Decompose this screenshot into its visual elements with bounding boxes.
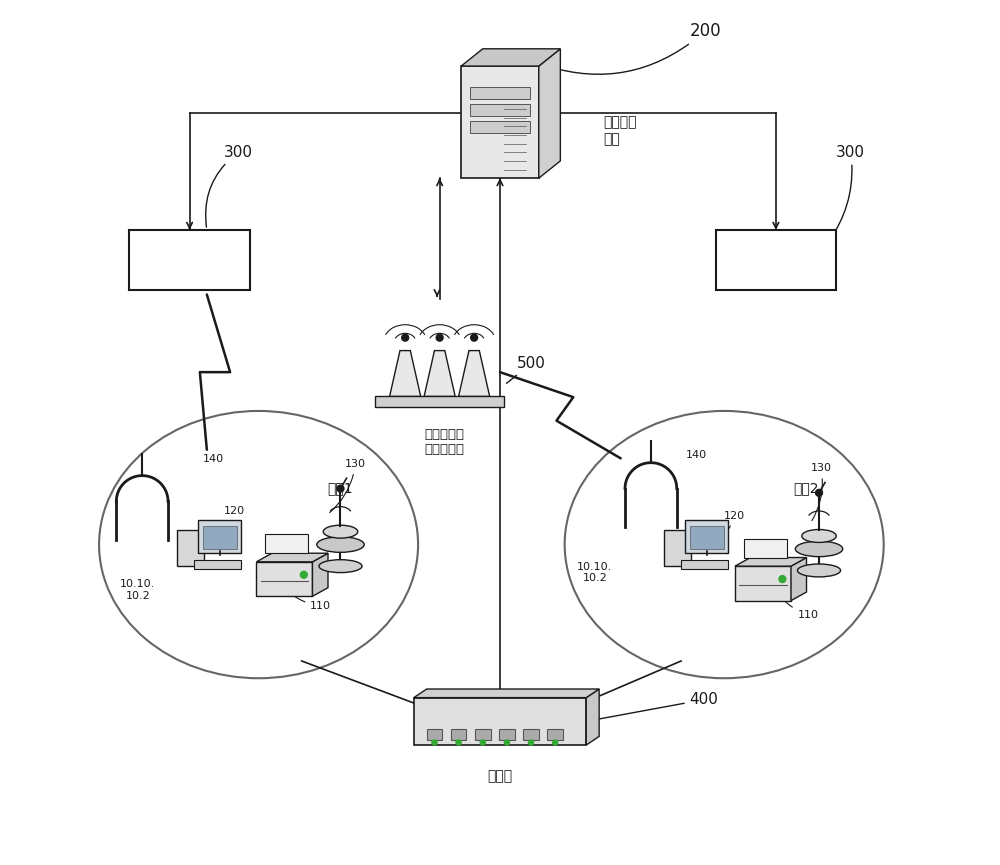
Text: 电源开关: 电源开关 — [759, 253, 793, 267]
Bar — [265, 535, 308, 554]
Circle shape — [480, 740, 485, 745]
Circle shape — [456, 740, 461, 745]
Polygon shape — [586, 689, 599, 745]
Circle shape — [436, 334, 443, 341]
Polygon shape — [414, 689, 599, 698]
Circle shape — [471, 334, 478, 341]
Bar — [681, 561, 728, 568]
Polygon shape — [539, 48, 560, 178]
Bar — [735, 567, 791, 600]
Circle shape — [553, 740, 558, 745]
Bar — [744, 539, 787, 558]
Text: 120: 120 — [709, 510, 745, 548]
Bar — [475, 728, 491, 740]
Bar — [414, 698, 586, 745]
Circle shape — [432, 740, 437, 745]
Text: 人员侦测信
号收发装置: 人员侦测信 号收发装置 — [424, 428, 464, 456]
Bar — [451, 728, 466, 740]
Bar — [523, 728, 539, 740]
Text: 10.10.
10.2: 10.10. 10.2 — [120, 579, 155, 600]
Circle shape — [504, 740, 509, 745]
Ellipse shape — [795, 541, 843, 557]
Circle shape — [779, 575, 786, 582]
Polygon shape — [735, 558, 807, 567]
Circle shape — [337, 485, 344, 492]
Bar — [716, 230, 836, 291]
Text: 交换机: 交换机 — [487, 769, 513, 783]
Text: 110: 110 — [773, 586, 818, 620]
Ellipse shape — [99, 411, 418, 678]
Bar — [256, 562, 312, 596]
Polygon shape — [791, 558, 807, 600]
Text: 区域1: 区域1 — [328, 482, 353, 496]
Bar — [427, 728, 442, 740]
Text: 110: 110 — [278, 581, 331, 612]
Bar — [177, 530, 204, 567]
Ellipse shape — [317, 537, 364, 553]
Text: 140: 140 — [203, 454, 224, 464]
Bar — [664, 530, 691, 567]
Text: 130: 130 — [810, 464, 831, 521]
Bar — [198, 521, 241, 554]
Circle shape — [300, 571, 307, 578]
Polygon shape — [459, 350, 490, 396]
Ellipse shape — [565, 411, 884, 678]
Bar — [129, 230, 250, 291]
Text: 电源控制
装置: 电源控制 装置 — [603, 116, 637, 146]
Ellipse shape — [802, 529, 836, 542]
Text: 120: 120 — [199, 506, 245, 547]
Text: 电源开关: 电源开关 — [173, 253, 206, 267]
Text: 区域2: 区域2 — [793, 482, 819, 496]
Bar — [690, 527, 724, 549]
Circle shape — [528, 740, 534, 745]
Bar — [685, 521, 728, 554]
Ellipse shape — [797, 564, 841, 577]
Ellipse shape — [319, 560, 362, 573]
Bar — [461, 66, 539, 178]
Bar — [470, 121, 530, 133]
Circle shape — [816, 490, 822, 497]
Bar — [499, 728, 515, 740]
Text: 10.10.
10.2: 10.10. 10.2 — [577, 562, 612, 583]
Text: 500: 500 — [506, 356, 546, 383]
Text: 400: 400 — [589, 692, 719, 721]
Bar — [547, 728, 563, 740]
Bar — [470, 86, 530, 99]
Ellipse shape — [323, 525, 358, 538]
Text: 300: 300 — [829, 144, 865, 240]
Polygon shape — [390, 350, 421, 396]
Polygon shape — [461, 48, 560, 66]
Text: 200: 200 — [537, 22, 721, 74]
Text: 300: 300 — [206, 144, 253, 227]
Bar — [194, 561, 241, 568]
Circle shape — [402, 334, 409, 341]
Text: 130: 130 — [330, 459, 366, 513]
Bar — [470, 104, 530, 116]
Text: 140: 140 — [685, 450, 707, 459]
Bar — [375, 396, 504, 407]
Polygon shape — [256, 554, 328, 562]
Bar — [203, 527, 237, 549]
Polygon shape — [424, 350, 455, 396]
Polygon shape — [312, 554, 328, 596]
